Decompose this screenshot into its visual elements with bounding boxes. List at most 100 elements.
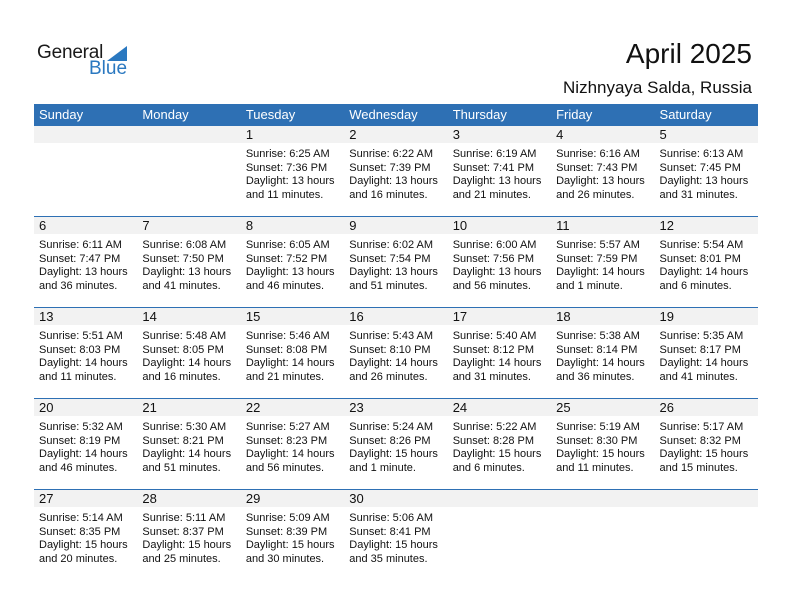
sunset-text: Sunset: 8:32 PM [659,434,741,447]
day-cell: 6 Sunrise: 6:11 AM Sunset: 7:47 PM Daylight… [34,217,137,293]
sunset-text: Sunset: 8:26 PM [349,434,431,447]
day-info: Sunrise: 6:00 AM Sunset: 7:56 PM Daylight:… [453,239,551,293]
sunrise-text: Sunrise: 5:27 AM [245,421,330,433]
day-number: 4 [556,127,564,142]
day-info: Sunrise: 5:11 AM Sunset: 8:37 PM Daylight:… [142,512,240,566]
day-cell: 21 Sunrise: 5:30 AM Sunset: 8:21 PM Dayligh… [137,399,240,475]
sunset-text: Sunset: 8:12 PM [452,343,535,356]
weekday-tuesday: Tuesday [245,107,296,122]
sunrise-text: Sunrise: 6:02 AM [349,239,434,251]
sunset-text: Sunset: 7:59 PM [556,252,638,265]
sunset-text: Sunset: 8:21 PM [142,434,224,447]
sunrise-text: Sunrise: 5:09 AM [245,512,330,524]
location-subtitle: Nizhnyaya Salda, Russia [563,78,752,97]
day-cell: 16 Sunrise: 5:43 AM Sunset: 8:10 PM Dayligh… [344,308,447,384]
day-number: 14 [142,309,157,324]
day-cell: 10 Sunrise: 6:00 AM Sunset: 7:56 PM Dayligh… [448,217,551,293]
day-info: Sunrise: 6:02 AM Sunset: 7:54 PM Daylight:… [349,239,447,293]
minutes-text: and 46 minutes. [245,279,325,292]
sunset-text: Sunset: 7:43 PM [556,161,638,174]
weekday-monday: Monday [142,107,189,122]
minutes-text: and 11 minutes. [556,461,634,474]
weekday-sunday: Sunday [39,107,84,122]
daylight-text: Daylight: 14 hours [556,357,645,369]
logo-text-blue: Blue [89,58,128,79]
day-number: 3 [452,127,460,142]
day-number-band [34,217,758,234]
daylight-text: Daylight: 13 hours [245,175,335,187]
day-cell: 15 Sunrise: 5:46 AM Sunset: 8:08 PM Dayligh… [241,308,344,384]
day-info: Sunrise: 5:48 AM Sunset: 8:05 PM Daylight:… [142,330,240,384]
daylight-text: Daylight: 13 hours [452,175,542,187]
logo-text-general: General [37,42,104,63]
sunrise-text: Sunrise: 5:38 AM [556,330,640,342]
minutes-text: and 16 minutes. [142,370,221,383]
sunset-text: Sunset: 8:14 PM [556,343,638,356]
sunrise-text: Sunrise: 6:13 AM [659,148,744,160]
sunrise-text: Sunrise: 6:00 AM [452,239,537,251]
sunset-text: Sunset: 8:05 PM [142,343,224,356]
daylight-text: Daylight: 14 hours [659,357,749,369]
day-cell: 24 Sunrise: 5:22 AM Sunset: 8:28 PM Dayligh… [448,399,551,475]
sunset-text: Sunset: 8:37 PM [142,525,224,538]
sunset-text: Sunset: 8:35 PM [39,525,121,538]
sunrise-text: Sunrise: 5:51 AM [39,330,123,342]
daylight-text: Daylight: 15 hours [142,539,232,551]
sunset-text: Sunset: 7:39 PM [349,161,431,174]
sunset-text: Sunset: 8:01 PM [659,252,741,265]
minutes-text: and 35 minutes. [349,552,428,565]
day-number: 9 [349,218,357,233]
daylight-text: Daylight: 15 hours [452,448,542,460]
sunrise-text: Sunrise: 5:46 AM [245,330,330,342]
minutes-text: and 11 minutes. [245,188,324,201]
daylight-text: Daylight: 15 hours [349,539,438,551]
sunset-text: Sunset: 8:03 PM [39,343,121,356]
day-info: Sunrise: 5:30 AM Sunset: 8:21 PM Daylight:… [142,421,240,475]
daylight-text: Daylight: 15 hours [659,448,749,460]
day-number: 19 [659,309,674,324]
day-cell: 14 Sunrise: 5:48 AM Sunset: 8:05 PM Dayligh… [137,308,240,384]
sunrise-text: Sunrise: 5:14 AM [39,512,123,524]
sunset-text: Sunset: 8:30 PM [556,434,638,447]
day-info: Sunrise: 5:19 AM Sunset: 8:30 PM Daylight:… [556,421,654,475]
daylight-text: Daylight: 13 hours [556,175,645,187]
sunset-text: Sunset: 7:52 PM [245,252,328,265]
day-cell: 27 Sunrise: 5:14 AM Sunset: 8:35 PM Dayligh… [34,490,137,566]
minutes-text: and 41 minutes. [142,279,221,292]
day-cell: 20 Sunrise: 5:32 AM Sunset: 8:19 PM Dayligh… [34,399,137,475]
minutes-text: and 11 minutes. [39,370,117,383]
day-info: Sunrise: 5:09 AM Sunset: 8:39 PM Daylight:… [246,512,344,566]
day-number: 8 [245,218,254,233]
day-info: Sunrise: 5:43 AM Sunset: 8:10 PM Daylight:… [349,330,447,384]
day-cell: 17 Sunrise: 5:40 AM Sunset: 8:12 PM Dayligh… [448,308,551,384]
day-cell: 26 Sunrise: 5:17 AM Sunset: 8:32 PM Dayligh… [655,399,758,475]
day-cell: 25 Sunrise: 5:19 AM Sunset: 8:30 PM Dayligh… [551,399,654,475]
day-cell: 1 Sunrise: 6:25 AM Sunset: 7:36 PM Daylight… [241,126,344,202]
daylight-text: Daylight: 13 hours [349,175,438,187]
day-number: 18 [556,309,571,324]
daylight-text: Daylight: 14 hours [245,357,335,369]
day-number: 20 [39,400,54,415]
day-info: Sunrise: 6:25 AM Sunset: 7:36 PM Daylight:… [246,148,344,202]
sunrise-text: Sunrise: 6:22 AM [349,148,434,160]
minutes-text: and 41 minutes. [659,370,738,383]
minutes-text: and 56 minutes. [452,279,531,292]
day-info: Sunrise: 6:16 AM Sunset: 7:43 PM Daylight:… [556,148,654,202]
day-number: 27 [39,491,54,506]
sunrise-text: Sunrise: 5:11 AM [142,512,226,524]
day-info: Sunrise: 6:19 AM Sunset: 7:41 PM Daylight:… [453,148,551,202]
minutes-text: and 15 minutes. [659,461,738,474]
sunset-text: Sunset: 8:39 PM [245,525,328,538]
weekday-thursday: Thursday [452,107,507,122]
sunrise-text: Sunrise: 5:30 AM [142,421,227,433]
daylight-text: Daylight: 13 hours [142,266,232,278]
minutes-text: and 25 minutes. [142,552,221,565]
week-row: 27 Sunrise: 5:14 AM Sunset: 8:35 PM Dayligh… [34,489,758,580]
sunrise-text: Sunrise: 5:43 AM [349,330,434,342]
sunrise-text: Sunrise: 6:11 AM [39,239,122,251]
daylight-text: Daylight: 15 hours [556,448,645,460]
day-info: Sunrise: 6:11 AM Sunset: 7:47 PM Daylight:… [39,239,137,293]
sunrise-text: Sunrise: 5:19 AM [556,421,640,433]
weekday-wednesday: Wednesday [349,107,418,122]
daylight-text: Daylight: 14 hours [556,266,645,278]
